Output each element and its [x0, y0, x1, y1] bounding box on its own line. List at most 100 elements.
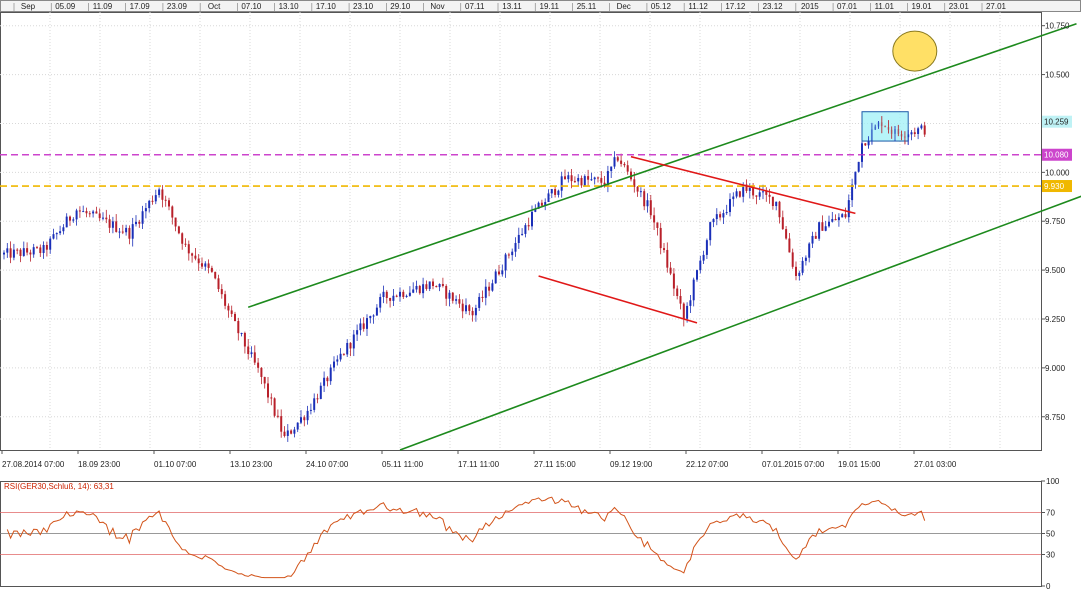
- top-time-label: 23.09: [167, 2, 188, 11]
- candle-body: [554, 189, 557, 195]
- candle-body: [696, 270, 698, 280]
- candle-body: [474, 307, 477, 316]
- candle-body: [227, 305, 230, 311]
- bottom-time-label: 22.12 07:00: [686, 460, 729, 469]
- candle-body: [593, 177, 596, 180]
- candle-body: [653, 215, 656, 223]
- candle-body: [689, 300, 692, 306]
- candle-body: [537, 202, 540, 209]
- candle-body: [39, 247, 42, 254]
- bottom-time-label: 18.09 23:00: [78, 460, 121, 469]
- candle-body: [346, 342, 349, 355]
- bottom-time-label: 05.11 11:00: [382, 460, 424, 469]
- candle-body: [29, 252, 32, 255]
- candle-body: [828, 221, 830, 227]
- candle-body: [705, 240, 708, 255]
- bottom-time-label: 27.08.2014 07:00: [2, 460, 65, 469]
- bottom-time-label: 01.10 07:00: [154, 460, 197, 469]
- candle-body: [857, 161, 860, 172]
- candle-body: [544, 202, 547, 206]
- candle-body: [78, 210, 81, 212]
- candle-body: [141, 211, 144, 224]
- rsi-line: [6, 496, 926, 579]
- candle-body: [831, 218, 834, 222]
- candle-body: [686, 305, 689, 319]
- bottom-time-label: 24.10 07:00: [306, 460, 349, 469]
- price-tick-label: 9.250: [1045, 315, 1066, 324]
- price-axis: 8.7509.0009.2509.5009.75010.00010.25010.…: [1041, 22, 1072, 422]
- candle-body: [745, 184, 748, 191]
- candle-body: [55, 233, 58, 235]
- level-price-label: 9.930: [1044, 182, 1065, 191]
- candle-body: [729, 199, 731, 213]
- candle-body: [402, 291, 405, 297]
- price-tick-label: 9.500: [1045, 266, 1066, 275]
- candle-body: [765, 191, 768, 195]
- rsi-tick-label: 30: [1046, 551, 1055, 560]
- candle-body: [451, 292, 454, 301]
- lower-channel-line: [399, 195, 1081, 451]
- candle-body: [412, 289, 415, 293]
- upper-channel-line: [247, 22, 1077, 309]
- candle-body: [16, 249, 19, 251]
- candle-body: [3, 252, 5, 255]
- candle-body: [230, 310, 233, 314]
- candle-body: [385, 291, 388, 298]
- candle-body: [441, 283, 444, 286]
- candle-body: [366, 318, 368, 329]
- candle-body: [191, 253, 194, 256]
- candle-body: [243, 332, 246, 347]
- candle-body: [738, 191, 741, 197]
- candle-body: [913, 132, 916, 134]
- candle-body: [138, 221, 141, 224]
- red-trend-line: [630, 155, 856, 215]
- candle-body: [547, 193, 550, 203]
- candle-body: [359, 323, 362, 331]
- candle-body: [260, 367, 263, 377]
- candle-body: [507, 254, 510, 256]
- candle-body: [111, 221, 114, 228]
- candle-body: [392, 295, 395, 301]
- candle-body: [663, 248, 665, 250]
- candle-body: [785, 229, 788, 239]
- candle-body: [62, 227, 65, 232]
- candle-body: [333, 361, 335, 368]
- candle-body: [712, 219, 715, 223]
- top-time-label: 19.11: [540, 2, 560, 11]
- level-price-box: [1042, 148, 1072, 161]
- candle-body: [570, 175, 573, 182]
- candle-body: [319, 385, 322, 399]
- candle-body: [342, 353, 345, 355]
- candle-body: [762, 191, 764, 193]
- candle-body: [174, 217, 177, 227]
- candle-body: [725, 212, 728, 214]
- candle-body: [564, 176, 566, 180]
- top-time-label: 07.10: [241, 2, 262, 11]
- candle-body: [610, 166, 613, 172]
- candle-body: [646, 200, 649, 207]
- candle-body: [600, 178, 603, 183]
- candle-body: [247, 346, 250, 354]
- candle-body: [659, 227, 662, 249]
- candle-body: [910, 132, 913, 135]
- red-trend-line: [538, 275, 698, 324]
- candle-body: [250, 352, 253, 354]
- candle-body: [201, 263, 203, 267]
- candle-body: [573, 181, 576, 183]
- candle-body: [375, 307, 378, 316]
- candle-body: [461, 303, 464, 312]
- candle-body: [814, 235, 817, 239]
- candle-body: [395, 295, 398, 297]
- candle-body: [102, 217, 104, 219]
- candle-body: [676, 288, 679, 296]
- candle-body: [626, 165, 629, 172]
- bottom-time-label: 09.12 19:00: [610, 460, 653, 469]
- candle-body: [45, 245, 48, 250]
- top-time-label: Sep: [21, 2, 36, 11]
- candle-body: [161, 189, 164, 200]
- candle-body: [709, 222, 712, 241]
- price-tick-label: 10.750: [1045, 22, 1070, 31]
- candle-body: [164, 199, 167, 201]
- candle-body: [755, 195, 758, 197]
